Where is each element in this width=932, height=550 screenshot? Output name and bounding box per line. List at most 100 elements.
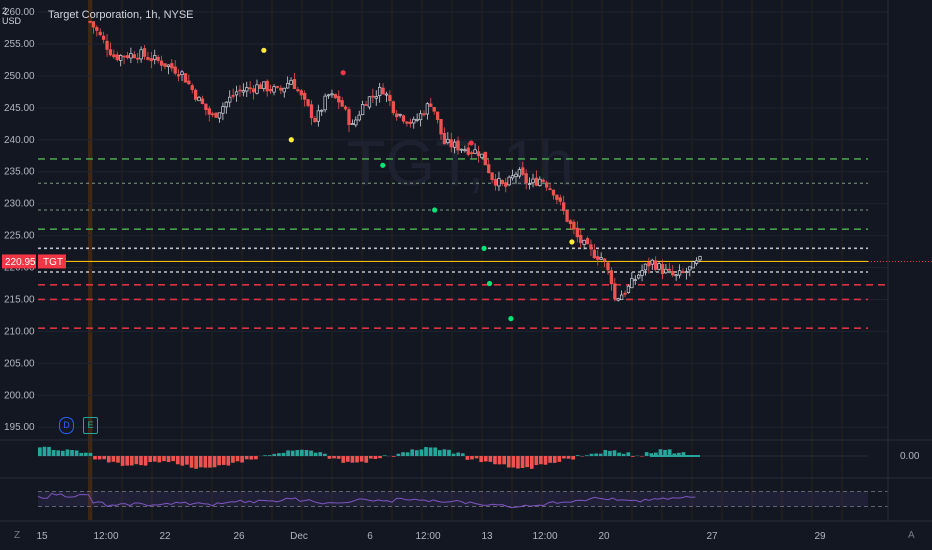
macd-bar [111,456,116,462]
symbol-tag [38,254,66,269]
macd-bar [460,453,465,456]
macd-bar [203,456,208,468]
macd-bar [681,452,686,456]
macd-bar [217,456,221,466]
candle-body [425,103,430,115]
candle-body [626,285,631,293]
candle-body [589,244,593,250]
candle-body [674,274,678,277]
candle-body [136,57,140,60]
candle-body [354,119,358,126]
macd-bar [162,456,166,462]
candle-body [241,90,246,93]
candle-body [180,71,184,75]
macd-bar [470,456,474,460]
candle-body [105,40,109,50]
candle-body [698,256,702,261]
earnings-badge[interactable]: E [83,417,98,434]
x-tick-label: 20 [598,531,610,542]
macd-bar [543,456,548,465]
symbol-title[interactable]: Target Corporation, 1h, NYSE [48,9,194,21]
macd-bar [594,453,598,456]
candle-body [255,84,259,94]
macd-bar [198,456,203,468]
candle-body [275,86,280,88]
candle-body [572,221,576,230]
macd-bar [433,447,438,456]
candle-body [630,278,634,289]
candle-body [333,93,338,99]
signal-marker-yellow [261,47,267,53]
candle-body [606,262,610,271]
y-tick-label: 255.00 [4,39,35,50]
candle-body [671,271,675,276]
macd-bar [516,456,520,469]
macd-bar [300,449,304,456]
candle-body [262,81,266,89]
x-tick-label: 12:00 [532,531,557,542]
candle-body [480,153,484,159]
candle-body [490,172,494,180]
candle-body [504,182,508,187]
candle-body [688,266,692,271]
candle-body [558,197,562,202]
macd-bar [667,449,672,456]
macd-bar [677,452,681,456]
candle-body [395,113,399,118]
macd-bar [626,452,631,456]
candle-body [214,112,218,118]
candle-body [684,271,689,273]
candle-body [616,298,620,301]
macd-bar [244,456,249,460]
macd-bar [254,456,258,460]
candle-body [381,87,385,95]
macd-bar [534,456,539,466]
candle-body [95,27,99,31]
candle-body [623,292,627,295]
macd-bar [189,456,194,468]
macd-bar [70,450,74,456]
candle-body [159,60,164,66]
rsi-line [37,492,696,509]
signal-marker-green [508,316,514,322]
macd-bar [235,456,240,462]
candle-body [122,55,126,58]
macd-bar [263,455,267,456]
timezone-button[interactable]: Z [14,530,21,541]
macd-bar [226,456,231,466]
macd-bar [437,450,442,456]
candle-body [446,138,450,144]
candle-body [193,89,198,100]
candle-body [248,87,252,90]
candle-body [527,183,532,185]
macd-bar [116,456,120,463]
candle-body [115,54,119,61]
signal-marker-green [432,207,438,213]
signal-marker-green [481,245,487,251]
candle-body [296,89,300,92]
candle-body [592,249,597,259]
y-tick-label: 210.00 [4,326,35,337]
x-tick-label: 29 [814,531,826,542]
candle-body [544,182,549,188]
macd-bar [557,456,562,462]
macd-bar [47,446,51,456]
macd-bar [621,453,626,456]
candle-body [650,259,654,265]
macd-bar [56,450,61,456]
currency-label[interactable]: 2 USD [2,6,30,26]
candle-body [637,274,641,279]
dividend-badge[interactable]: D [59,417,74,434]
candle-body [677,270,682,276]
candle-body [412,118,416,124]
candle-body [422,113,426,116]
candle-body [360,104,365,115]
last-price-label: 220.95 [5,257,36,268]
macd-bar [272,453,277,456]
candle-body [500,179,504,185]
macd-bar [93,456,97,460]
auto-scale-button[interactable]: A [908,530,915,541]
macd-bar [249,456,254,460]
macd-bar [152,456,157,462]
